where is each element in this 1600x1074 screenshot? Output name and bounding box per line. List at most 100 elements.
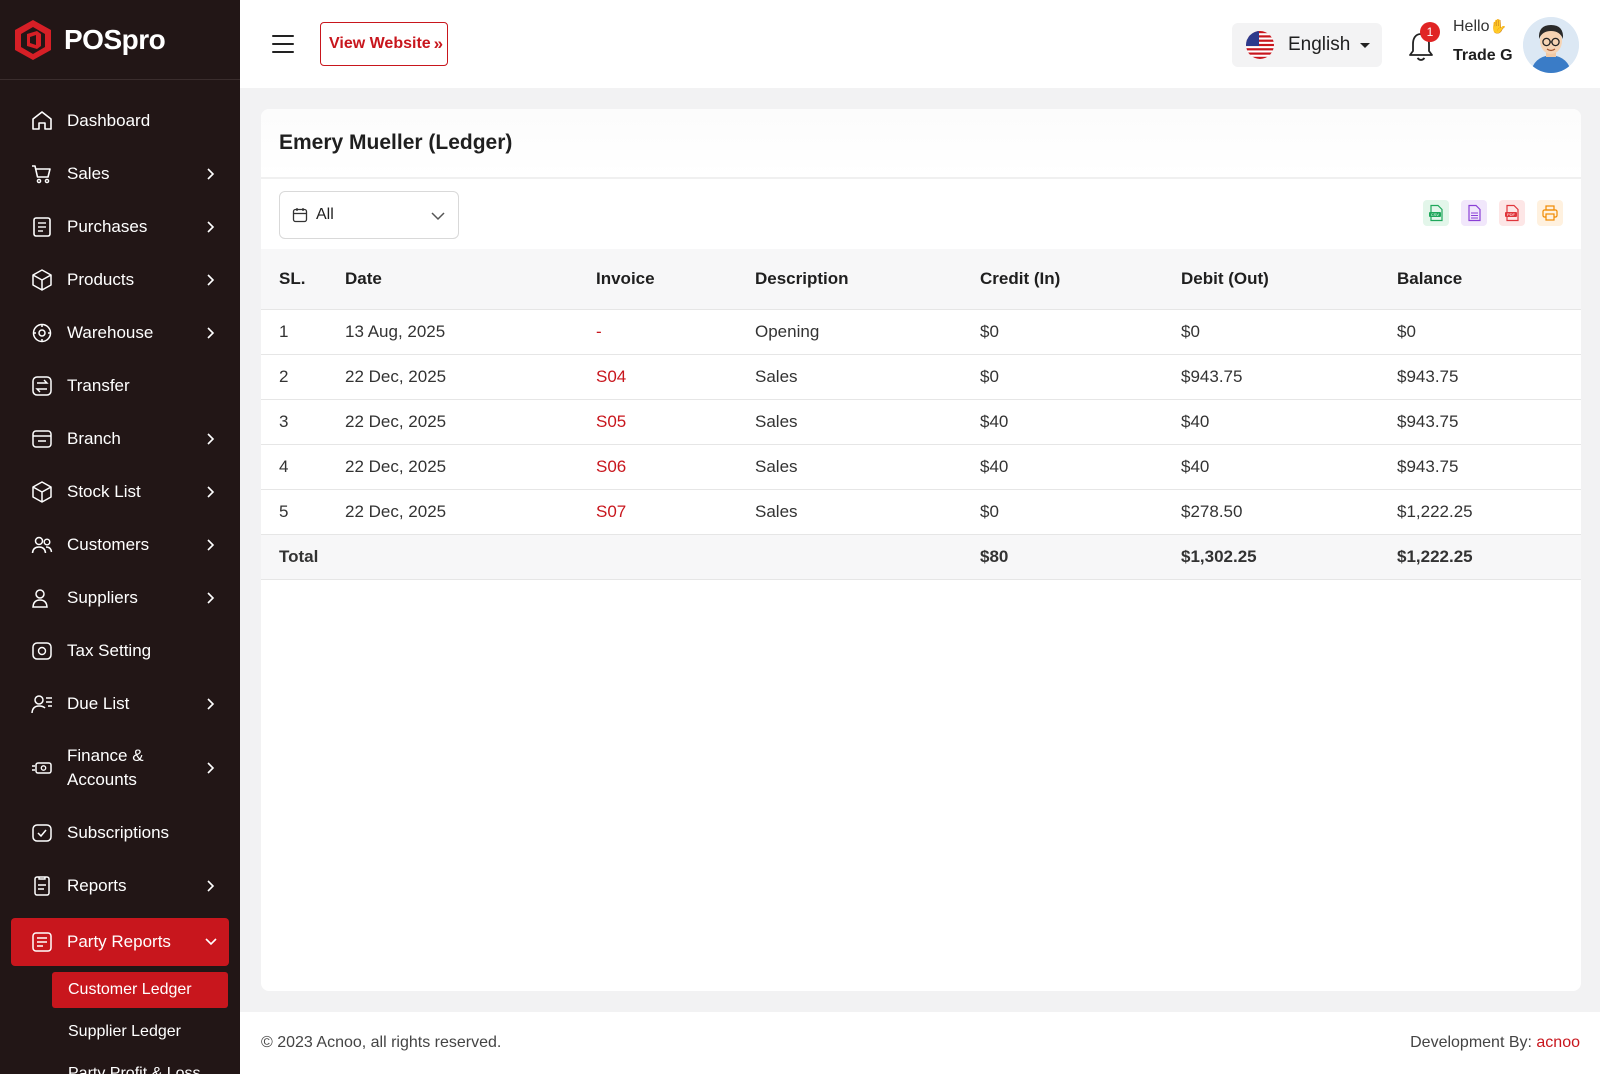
cell-invoice[interactable]: S06	[596, 443, 755, 489]
total-credit: $80	[980, 533, 1181, 580]
sidebar-item-branch[interactable]: Branch	[0, 412, 240, 465]
stock-icon	[32, 480, 52, 503]
chevron-down-icon	[205, 938, 217, 946]
sidebar-item-customers[interactable]: Customers	[0, 518, 240, 571]
sidebar-item-warehouse[interactable]: Warehouse	[0, 306, 240, 359]
transfer-icon	[32, 375, 52, 396]
user-avatar[interactable]	[1523, 17, 1579, 73]
column-header-debit[interactable]: Debit (Out)	[1181, 268, 1269, 288]
sidebar-item-label: Warehouse	[67, 322, 154, 342]
submenu-item-party-profit-and-loss[interactable]: Party Profit & Loss	[68, 1065, 201, 1074]
sidebar-item-label: Dashboard	[67, 110, 151, 130]
cell-invoice[interactable]: -	[596, 308, 755, 354]
party-reports-icon	[32, 932, 52, 952]
receipt-icon	[33, 216, 51, 237]
chevron-right-icon	[207, 762, 215, 774]
chevron-down-icon	[431, 212, 445, 221]
sidebar-item-transfer[interactable]: Transfer	[0, 359, 240, 412]
cell-date: 22 Dec, 2025	[345, 398, 596, 444]
sidebar-item-label: Customers	[67, 534, 150, 554]
column-header-credit[interactable]: Credit (In)	[980, 268, 1061, 288]
svg-text:CSV: CSV	[1431, 212, 1440, 217]
developer-link[interactable]: acnoo	[1536, 1034, 1580, 1051]
print-icon[interactable]	[1537, 200, 1563, 226]
cell-description: Sales	[755, 443, 980, 489]
cell-credit: $0	[980, 353, 1181, 399]
sidebar-item-sales[interactable]: Sales	[0, 147, 240, 200]
column-header-description[interactable]: Description	[755, 268, 849, 288]
chevron-right-icon	[207, 697, 215, 710]
sidebar-item-party-reports[interactable]: Party Reports	[11, 918, 229, 966]
total-label: Total	[261, 533, 345, 580]
cell-invoice[interactable]: S07	[596, 488, 755, 534]
cell-invoice[interactable]: S05	[596, 398, 755, 444]
sidebar-item-label: Products	[67, 269, 135, 289]
csv-icon[interactable]: CSV	[1423, 200, 1449, 226]
language-selector[interactable]: English	[1232, 23, 1382, 67]
sidebar-item-label: Subscriptions	[67, 822, 170, 842]
notification-badge: 1	[1420, 22, 1440, 42]
cell-credit: $40	[980, 443, 1181, 489]
excel-icon[interactable]	[1461, 200, 1487, 226]
suppliers-icon	[32, 588, 48, 608]
cell-invoice[interactable]: S04	[596, 353, 755, 399]
copyright-text: © 2023 Acnoo, all rights reserved.	[261, 1034, 502, 1051]
brand-name: POSpro	[64, 23, 166, 55]
us-flag-icon	[1246, 31, 1274, 59]
chevron-right-icon	[207, 591, 215, 604]
sidebar-item-tax-setting[interactable]: Tax Setting	[0, 624, 240, 677]
brand[interactable]: POSpro	[0, 0, 240, 80]
chevron-right-icon	[207, 538, 215, 551]
cell-date: 22 Dec, 2025	[345, 443, 596, 489]
sidebar-item-dashboard[interactable]: Dashboard	[0, 94, 240, 147]
view-website-button[interactable]: View Website »	[320, 22, 449, 66]
chevron-right-icon	[207, 273, 215, 286]
greeting-label: Hello	[1453, 18, 1490, 35]
cell-sl: 4	[261, 443, 345, 489]
sidebar: POSpro Dashboard Sales Purchases Products Wa…	[0, 0, 240, 1074]
sidebar-item-purchases[interactable]: Purchases	[0, 200, 240, 253]
cell-sl: 1	[261, 308, 345, 354]
sidebar-item-products[interactable]: Products	[0, 253, 240, 306]
table-header-row: SL. Date Invoice Description Credit (In)…	[261, 249, 1581, 309]
cell-date: 13 Aug, 2025	[345, 308, 596, 354]
cell-date: 22 Dec, 2025	[345, 353, 596, 399]
chevron-right-icon	[207, 432, 215, 445]
sidebar-item-reports[interactable]: Reports	[0, 859, 240, 912]
cell-description: Sales	[755, 488, 980, 534]
calendar-icon	[292, 208, 308, 223]
table-row: 3 22 Dec, 2025 S05 Sales $40 $40 $943.75	[261, 398, 1581, 444]
column-header-invoice[interactable]: Invoice	[596, 268, 655, 288]
sidebar-item-subscriptions[interactable]: Subscriptions	[0, 806, 240, 859]
sidebar-item-label: Transfer	[67, 375, 130, 395]
column-header-sl[interactable]: SL.	[279, 268, 306, 288]
footer: © 2023 Acnoo, all rights reserved. Devel…	[240, 1012, 1600, 1074]
cell-credit: $40	[980, 398, 1181, 444]
cell-balance: $0	[1397, 308, 1581, 354]
cell-balance: $943.75	[1397, 443, 1581, 489]
submenu-item-customer-ledger[interactable]: Customer Ledger	[52, 972, 228, 1008]
reports-icon	[34, 875, 50, 896]
chevron-right-icon	[207, 220, 215, 233]
tax-icon	[32, 641, 52, 660]
pdf-icon[interactable]: PDF	[1499, 200, 1525, 226]
table-row: 4 22 Dec, 2025 S06 Sales $40 $40 $943.75	[261, 443, 1581, 489]
sidebar-item-due-list[interactable]: Due List	[0, 677, 240, 730]
branch-icon	[32, 429, 52, 448]
chevron-right-icon	[207, 879, 215, 892]
ledger-table: SL. Date Invoice Description Credit (In)…	[261, 249, 1581, 580]
period-filter-select[interactable]: All	[279, 191, 459, 239]
sidebar-item-suppliers[interactable]: Suppliers	[0, 571, 240, 624]
cell-description: Opening	[755, 308, 980, 354]
cell-balance: $943.75	[1397, 353, 1581, 399]
menu-toggle-icon[interactable]	[272, 35, 294, 53]
submenu-item-supplier-ledger[interactable]: Supplier Ledger	[68, 1023, 181, 1040]
export-toolbar: CSV PDF	[1423, 200, 1563, 226]
cell-debit: $943.75	[1181, 353, 1397, 399]
column-header-balance[interactable]: Balance	[1397, 268, 1463, 288]
sidebar-item-finance-and-accounts[interactable]: Finance & Accounts	[0, 730, 240, 806]
sidebar-item-label: Branch	[67, 428, 121, 448]
column-header-date[interactable]: Date	[345, 268, 382, 288]
developer-credit: Development By: acnoo	[1410, 1034, 1580, 1052]
sidebar-item-stock-list[interactable]: Stock List	[0, 465, 240, 518]
